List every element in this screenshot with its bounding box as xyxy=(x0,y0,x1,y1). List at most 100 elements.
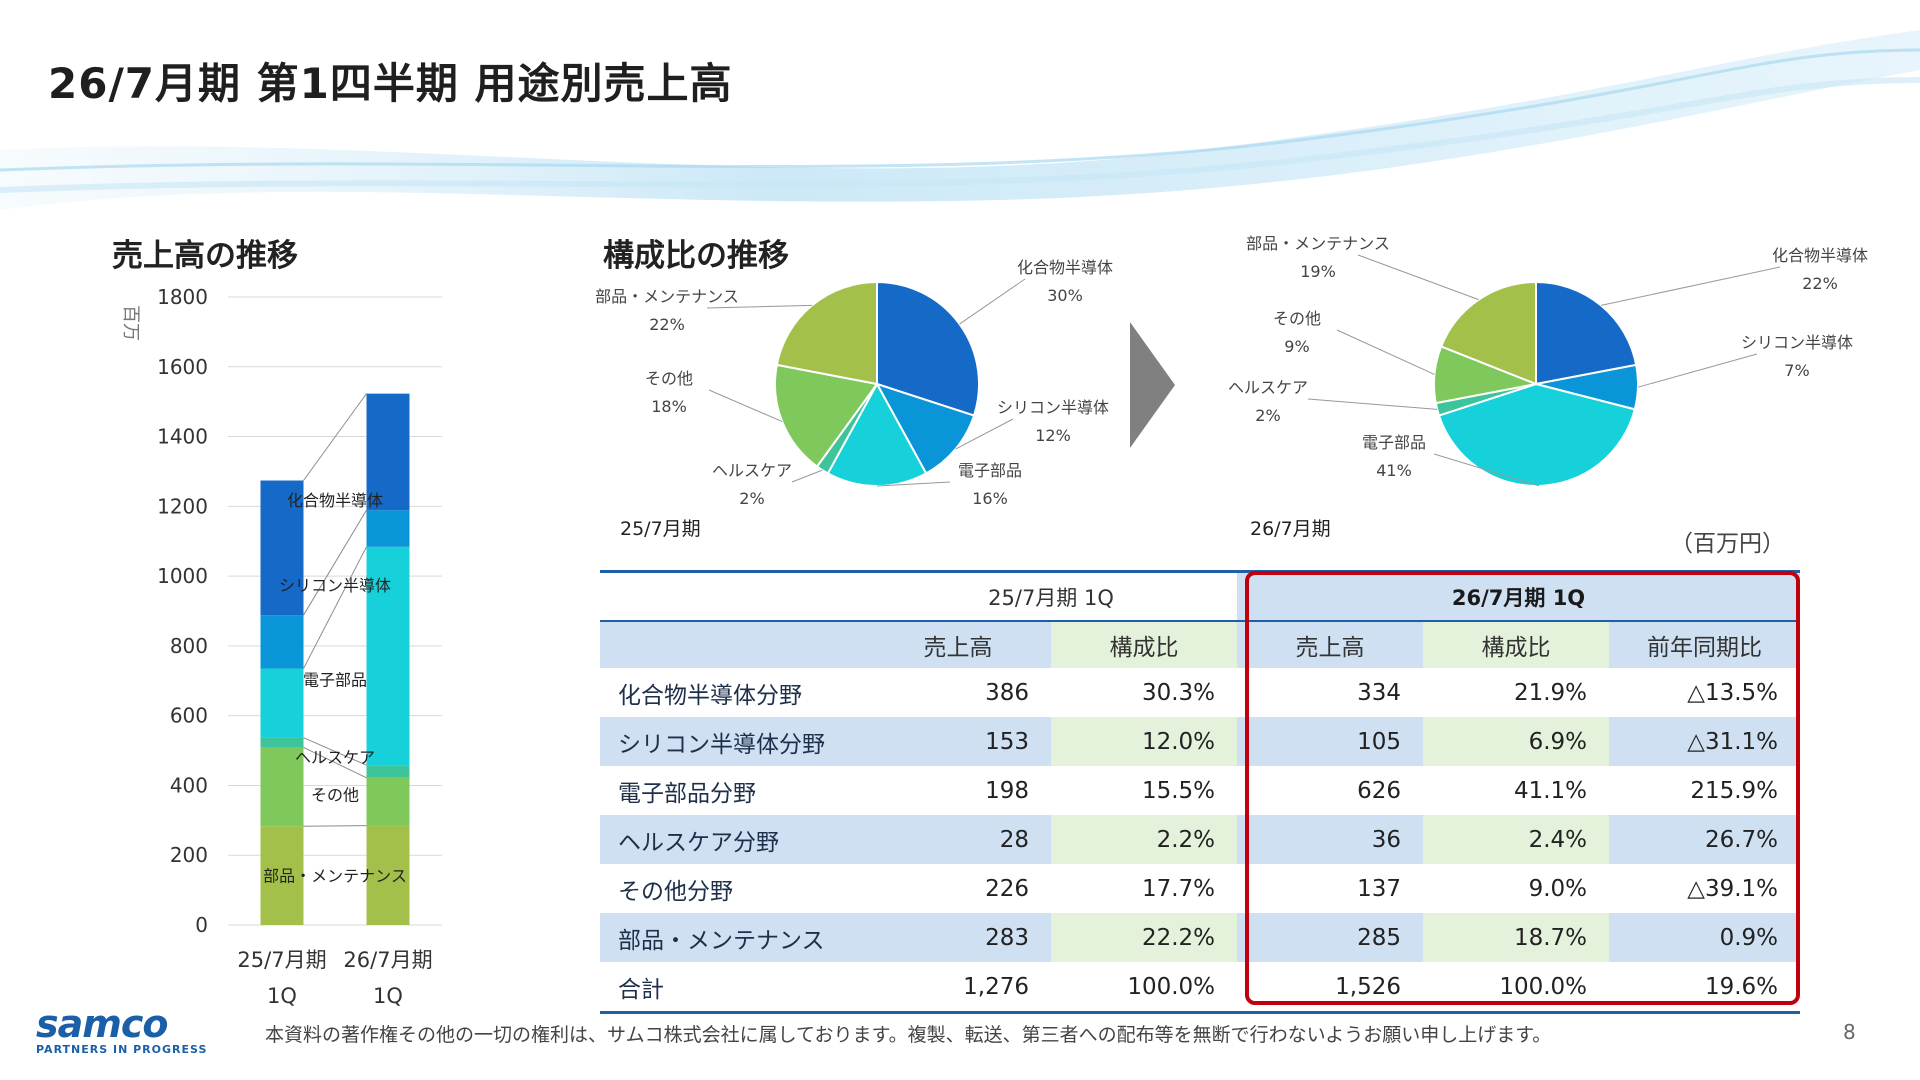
yoy-cell: 215.9% xyxy=(1609,766,1801,815)
bar-section-title: 売上高の推移 xyxy=(112,238,298,274)
prev-sales-cell: 198 xyxy=(865,766,1051,815)
logo-tagline: PARTNERS IN PROGRESS xyxy=(36,1043,208,1056)
pie-label-pct: 2% xyxy=(1255,406,1280,425)
row-label: シリコン半導体分野 xyxy=(600,717,865,766)
col-curr-sales: 売上高 xyxy=(1237,621,1424,668)
pie-label-pct: 12% xyxy=(1035,426,1071,445)
bar-segment xyxy=(366,777,410,826)
y-tick-label: 600 xyxy=(170,704,208,728)
pie-slice xyxy=(1439,280,1537,386)
arrow-icon xyxy=(1130,322,1175,448)
series-connector xyxy=(303,546,367,669)
series-connector xyxy=(303,509,367,616)
curr-ratio-cell: 100.0% xyxy=(1423,962,1610,1013)
series-connector xyxy=(303,746,367,779)
x-tick-label: 1Q xyxy=(267,984,297,1008)
table-row: ヘルスケア分野 28 2.2% 36 2.4% 26.7% xyxy=(600,815,1801,864)
prev-sales-cell: 226 xyxy=(865,864,1051,913)
table-total-row: 合計 1,276 100.0% 1,526 100.0% 19.6% xyxy=(600,962,1801,1013)
row-label: 合計 xyxy=(600,962,865,1013)
sales-table: 25/7月期 1Q 26/7月期 1Q 売上高 構成比 売上高 構成比 前年同期… xyxy=(600,570,1801,1014)
prev-ratio-cell: 2.2% xyxy=(1051,815,1238,864)
pie-slice xyxy=(774,363,879,468)
series-connector xyxy=(303,825,367,827)
pie-label-name: その他 xyxy=(645,369,693,388)
pie-label-pct: 18% xyxy=(651,397,687,416)
y-tick-label: 1400 xyxy=(157,425,208,449)
prev-sales-cell: 386 xyxy=(865,668,1051,717)
copyright-footer: 本資料の著作権その他の一切の権利は、サムコ株式会社に属しております。複製、転送、… xyxy=(265,1024,1552,1046)
leader-line xyxy=(791,469,823,483)
bar-segment xyxy=(260,747,304,827)
y-tick-label: 0 xyxy=(195,913,208,937)
pie-section-title: 構成比の推移 xyxy=(603,238,789,274)
leader-line xyxy=(1336,329,1435,375)
prev-ratio-cell: 100.0% xyxy=(1051,962,1238,1013)
logo-wordmark: samco xyxy=(36,1002,169,1046)
pie-label-name: シリコン半導体 xyxy=(1741,333,1853,352)
prev-ratio-cell: 15.5% xyxy=(1051,766,1238,815)
table-row: シリコン半導体分野 153 12.0% 105 6.9% △31.1% xyxy=(600,717,1801,766)
yoy-cell: 19.6% xyxy=(1609,962,1801,1013)
x-tick-label: 1Q xyxy=(373,984,403,1008)
leader-line xyxy=(959,278,1026,325)
pie-caption: 25/7月期 xyxy=(620,518,701,540)
prev-sales-cell: 283 xyxy=(865,913,1051,962)
pie-slice xyxy=(876,280,980,417)
yoy-cell: 0.9% xyxy=(1609,913,1801,962)
table-row: その他分野 226 17.7% 137 9.0% △39.1% xyxy=(600,864,1801,913)
bar-segment xyxy=(260,615,304,669)
yoy-cell: △39.1% xyxy=(1609,864,1801,913)
curr-sales-cell: 334 xyxy=(1237,668,1424,717)
series-connector xyxy=(303,737,367,766)
pie-label-pct: 9% xyxy=(1284,337,1309,356)
pie-label-name: 化合物半導体 xyxy=(1772,246,1868,265)
y-tick-label: 1000 xyxy=(157,564,208,588)
col-prev-ratio: 構成比 xyxy=(1051,621,1238,668)
curr-ratio-cell: 21.9% xyxy=(1423,668,1610,717)
curr-ratio-cell: 9.0% xyxy=(1423,864,1610,913)
pie-label-pct: 22% xyxy=(649,315,685,334)
yoy-cell: 26.7% xyxy=(1609,815,1801,864)
samco-logo: samco PARTNERS IN PROGRESS xyxy=(36,1005,207,1056)
prev-ratio-cell: 17.7% xyxy=(1051,864,1238,913)
pie-caption: 26/7月期 xyxy=(1250,518,1331,540)
pie-label-name: 電子部品 xyxy=(958,461,1022,480)
pie-label-name: 化合物半導体 xyxy=(1017,258,1113,277)
curr-ratio-cell: 18.7% xyxy=(1423,913,1610,962)
pie-slice xyxy=(1535,280,1638,386)
pie-label-name: シリコン半導体 xyxy=(997,398,1109,417)
pie-label-pct: 30% xyxy=(1047,286,1083,305)
header-blank-2 xyxy=(600,621,865,668)
pie-slice xyxy=(775,280,878,386)
curr-sales-cell: 1,526 xyxy=(1237,962,1424,1013)
prev-ratio-cell: 30.3% xyxy=(1051,668,1238,717)
yoy-cell: △13.5% xyxy=(1609,668,1801,717)
bar-segment xyxy=(366,765,410,778)
period-curr-header: 26/7月期 1Q xyxy=(1237,571,1801,621)
pie-label-pct: 2% xyxy=(739,489,764,508)
leader-line xyxy=(708,389,783,423)
prev-sales-cell: 1,276 xyxy=(865,962,1051,1013)
curr-ratio-cell: 6.9% xyxy=(1423,717,1610,766)
pie-label-pct: 19% xyxy=(1300,262,1336,281)
bar-segment xyxy=(366,510,410,547)
pie-label-pct: 16% xyxy=(972,489,1008,508)
pie-label-name: 部品・メンテナンス xyxy=(595,287,739,306)
y-tick-label: 200 xyxy=(170,843,208,867)
bar-segment xyxy=(260,737,304,748)
row-label: その他分野 xyxy=(600,864,865,913)
header-wave-decoration xyxy=(0,30,1920,210)
period-prev-header: 25/7月期 1Q xyxy=(865,571,1238,621)
pie-charts: 化合物半導体 30% シリコン半導体 12% 電子部品 16% ヘルスケア 2% その他 18% 部… xyxy=(595,234,1868,540)
header-blank xyxy=(600,571,865,621)
prev-ratio-cell: 12.0% xyxy=(1051,717,1238,766)
yoy-cell: △31.1% xyxy=(1609,717,1801,766)
curr-ratio-cell: 41.1% xyxy=(1423,766,1610,815)
leader-line xyxy=(1600,266,1781,306)
y-tick-label: 800 xyxy=(170,634,208,658)
table-row: 電子部品分野 198 15.5% 626 41.1% 215.9% xyxy=(600,766,1801,815)
curr-sales-cell: 285 xyxy=(1237,913,1424,962)
prev-ratio-cell: 22.2% xyxy=(1051,913,1238,962)
col-prev-sales: 売上高 xyxy=(865,621,1051,668)
